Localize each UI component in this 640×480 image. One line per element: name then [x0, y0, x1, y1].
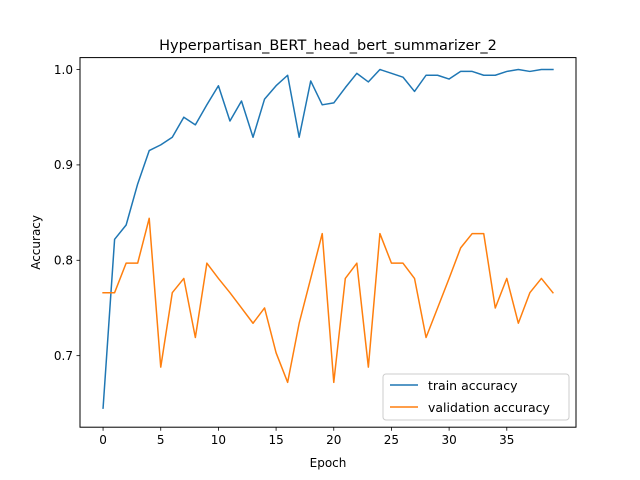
y-axis-ticks: 0.7 0.8 0.9 1.0 [54, 63, 80, 363]
x-tick-label: 15 [268, 433, 283, 447]
y-tick-label: 0.9 [54, 158, 73, 172]
legend-box [382, 373, 570, 421]
x-axis-label: Epoch [310, 456, 347, 470]
x-axis-ticks: 0 5 10 15 20 25 30 35 [99, 427, 514, 447]
plot-frame [79, 57, 577, 428]
x-tick-label: 35 [499, 433, 514, 447]
legend-label-validation-accuracy: validation accuracy [428, 400, 551, 415]
x-tick-label: 25 [384, 433, 399, 447]
x-tick-label: 0 [99, 433, 107, 447]
series-line-train-accuracy [102, 68, 554, 409]
legend-label-train-accuracy: train accuracy [428, 378, 518, 393]
chart-title: Hyperpartisan_BERT_head_bert_summarizer_… [159, 38, 497, 54]
y-tick-label: 0.8 [54, 254, 73, 268]
y-tick-label: 1.0 [54, 63, 73, 77]
x-tick-label: 30 [441, 433, 456, 447]
series-line-validation-accuracy [102, 217, 554, 384]
series-layer [102, 68, 554, 409]
x-tick-label: 10 [211, 433, 226, 447]
y-axis-label: Accuracy [29, 215, 43, 270]
x-tick-label: 5 [157, 433, 165, 447]
y-tick-label: 0.7 [54, 349, 73, 363]
legend: train accuracy validation accuracy [382, 373, 570, 421]
x-tick-label: 20 [326, 433, 341, 447]
